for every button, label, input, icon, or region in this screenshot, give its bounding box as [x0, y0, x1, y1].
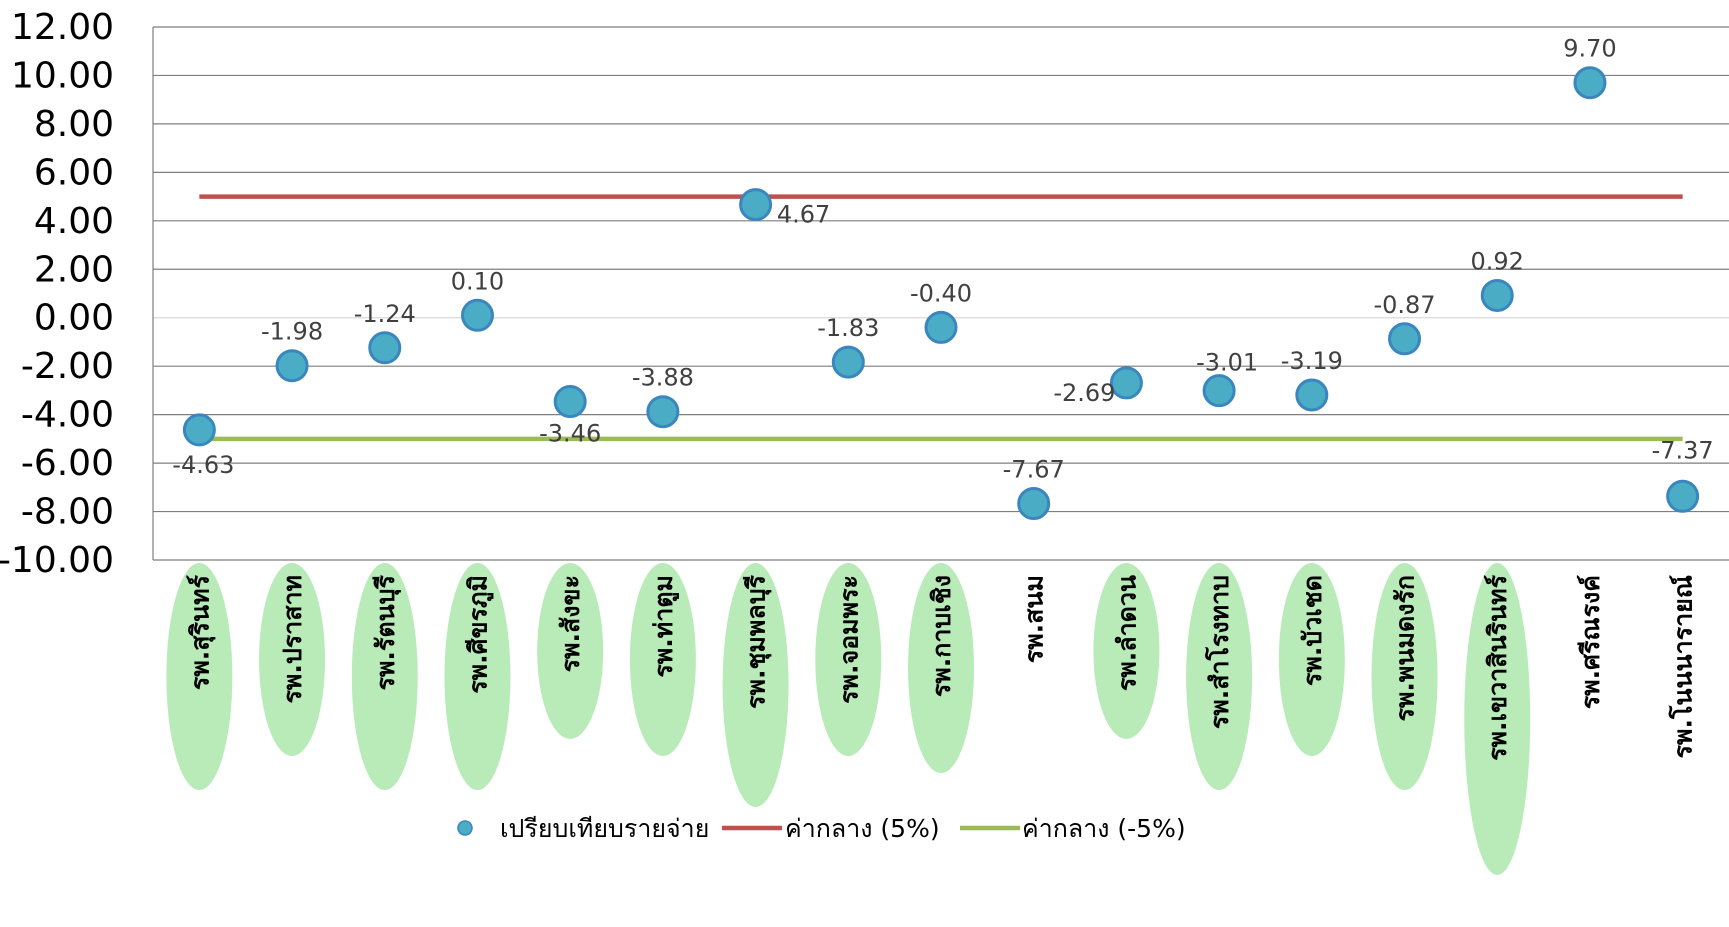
y-axis: 12.00 10.00 8.00 6.00 4.00 2.00 0.00 -2.00 -4.00… — [0, 7, 154, 581]
x-category-label: รพ.สำโรงทาบ — [1204, 575, 1234, 729]
y-tick-label: 0.00 — [34, 298, 114, 339]
data-label: 9.70 — [1563, 35, 1616, 63]
data-point — [646, 395, 680, 429]
x-category-label: รพ.บัวเชด — [1298, 575, 1327, 686]
legend: เปรียบเทียบรายจ่าย ค่ากลาง (5%) ค่ากลาง (-… — [457, 814, 1186, 843]
category-highlight-ellipse — [629, 563, 696, 756]
x-category-label: รพ.พนมดงรัก — [1391, 575, 1420, 721]
data-label: -1.24 — [354, 300, 416, 328]
data-point — [1666, 479, 1700, 513]
data-labels: -4.63 -1.98 -1.24 0.10 -3.46 -3.88 4.67 -1.83 -0… — [172, 35, 1713, 484]
category-highlight-ellipse — [351, 563, 418, 790]
y-tick-label: 2.00 — [34, 249, 114, 290]
x-category-label: รพ.ท่าตูม — [649, 575, 680, 678]
x-category-label: รพ.ศีขรภูมิ — [463, 575, 494, 694]
x-category-label: รพ.ปราสาท — [278, 575, 307, 704]
x-category-label: รพ.จอมพระ — [834, 575, 863, 704]
reference-lines — [199, 194, 1683, 442]
x-category-label: รพ.โนนนารายณ์ — [1668, 575, 1698, 758]
data-point — [553, 385, 587, 419]
data-point — [368, 331, 402, 365]
data-point — [1480, 278, 1514, 312]
data-label: -0.40 — [910, 279, 972, 307]
category-highlight-ellipse — [815, 563, 882, 756]
data-point — [1573, 66, 1607, 100]
data-point — [460, 298, 494, 332]
x-category-label: รพ.สังขะ — [556, 575, 585, 672]
data-label: 0.92 — [1471, 247, 1524, 275]
data-label: -3.88 — [632, 364, 694, 392]
y-tick-label: 6.00 — [34, 152, 114, 193]
x-category-label: รพ.ศรีณรงค์ — [1576, 575, 1605, 709]
category-highlight-ellipse — [166, 563, 233, 790]
gridlines — [153, 26, 1729, 561]
data-label: -1.83 — [817, 314, 879, 342]
y-tick-label: -6.00 — [21, 443, 114, 484]
data-label: 4.67 — [777, 201, 830, 229]
data-label: -7.37 — [1652, 436, 1714, 464]
category-highlights — [166, 563, 1531, 875]
y-tick-label: 12.00 — [11, 7, 114, 48]
data-label: -7.67 — [1003, 456, 1065, 484]
data-label: -3.19 — [1281, 347, 1343, 375]
legend-label: ค่ากลาง (5%) — [785, 814, 940, 843]
x-category-label: รพ.เขวาสินรินทร์ — [1483, 574, 1512, 760]
data-label: -2.69 — [1053, 379, 1115, 407]
data-point — [739, 188, 773, 222]
category-highlight-ellipse — [1186, 563, 1253, 790]
data-point — [275, 349, 309, 383]
y-tick-label: 10.00 — [11, 55, 114, 96]
x-category-label: รพ.สนม — [1020, 575, 1049, 663]
category-highlight-ellipse — [537, 563, 604, 739]
x-axis-labels: รพ.สุรินทร์ รพ.ปราสาท รพ.รัตนบุรี รพ.ศีขรภู… — [185, 574, 1697, 760]
data-point — [831, 345, 865, 379]
y-tick-label: 8.00 — [34, 104, 114, 145]
x-category-label: รพ.สุรินทร์ — [185, 574, 216, 690]
data-label: -3.01 — [1196, 349, 1258, 377]
legend-marker-scatter — [457, 820, 473, 836]
data-label: -3.46 — [539, 420, 601, 448]
y-tick-label: -2.00 — [21, 346, 114, 387]
legend-label: ค่ากลาง (-5%) — [1022, 814, 1186, 843]
data-point — [182, 413, 216, 447]
category-highlight-ellipse — [1093, 563, 1160, 739]
category-highlight-ellipse — [1278, 563, 1345, 756]
data-point — [924, 310, 958, 344]
category-highlight-ellipse — [722, 563, 789, 807]
data-label: -0.87 — [1373, 291, 1435, 319]
data-point — [1109, 366, 1143, 400]
data-label: -1.98 — [261, 318, 323, 346]
data-point — [1295, 378, 1329, 412]
data-point — [1388, 322, 1422, 356]
data-points — [182, 66, 1700, 521]
data-point — [1202, 374, 1236, 408]
x-category-label: รพ.กาบเชิง — [927, 575, 956, 697]
y-tick-label: 4.00 — [34, 201, 114, 242]
x-category-label: รพ.ลำดวน — [1112, 575, 1141, 691]
category-highlight-ellipse — [444, 563, 511, 790]
data-label: 0.10 — [451, 267, 504, 295]
category-highlight-ellipse — [1464, 563, 1531, 875]
data-point — [1017, 487, 1051, 521]
data-label: -4.63 — [172, 451, 234, 479]
y-tick-label: -10.00 — [0, 540, 114, 581]
category-highlight-ellipse — [908, 563, 974, 773]
y-tick-label: -4.00 — [21, 395, 114, 436]
y-tick-label: -8.00 — [21, 492, 114, 533]
category-highlight-ellipse — [1371, 563, 1438, 790]
x-category-label: รพ.ชุมพลบุรี — [742, 574, 773, 709]
category-highlight-ellipse — [259, 563, 326, 756]
x-category-label: รพ.รัตนบุรี — [371, 574, 402, 690]
legend-label: เปรียบเทียบรายจ่าย — [500, 814, 709, 843]
